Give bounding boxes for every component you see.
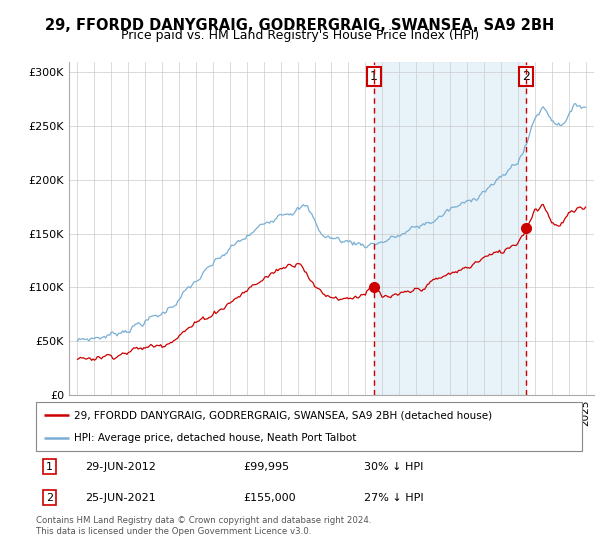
Text: 30% ↓ HPI: 30% ↓ HPI <box>364 461 423 472</box>
Text: 2: 2 <box>46 493 53 503</box>
Text: HPI: Average price, detached house, Neath Port Talbot: HPI: Average price, detached house, Neat… <box>74 433 356 444</box>
Text: 29, FFORDD DANYGRAIG, GODRERGRAIG, SWANSEA, SA9 2BH: 29, FFORDD DANYGRAIG, GODRERGRAIG, SWANS… <box>46 18 554 33</box>
FancyBboxPatch shape <box>36 402 582 451</box>
Text: 1: 1 <box>370 70 378 83</box>
Text: 29-JUN-2012: 29-JUN-2012 <box>85 461 156 472</box>
Text: 2: 2 <box>523 70 530 83</box>
Text: Price paid vs. HM Land Registry's House Price Index (HPI): Price paid vs. HM Land Registry's House … <box>121 29 479 42</box>
Text: 29, FFORDD DANYGRAIG, GODRERGRAIG, SWANSEA, SA9 2BH (detached house): 29, FFORDD DANYGRAIG, GODRERGRAIG, SWANS… <box>74 410 493 421</box>
Text: 25-JUN-2021: 25-JUN-2021 <box>85 493 156 503</box>
Text: Contains HM Land Registry data © Crown copyright and database right 2024.
This d: Contains HM Land Registry data © Crown c… <box>36 516 371 536</box>
Text: 27% ↓ HPI: 27% ↓ HPI <box>364 493 423 503</box>
Text: £155,000: £155,000 <box>244 493 296 503</box>
Text: £99,995: £99,995 <box>244 461 290 472</box>
Text: 1: 1 <box>46 461 53 472</box>
